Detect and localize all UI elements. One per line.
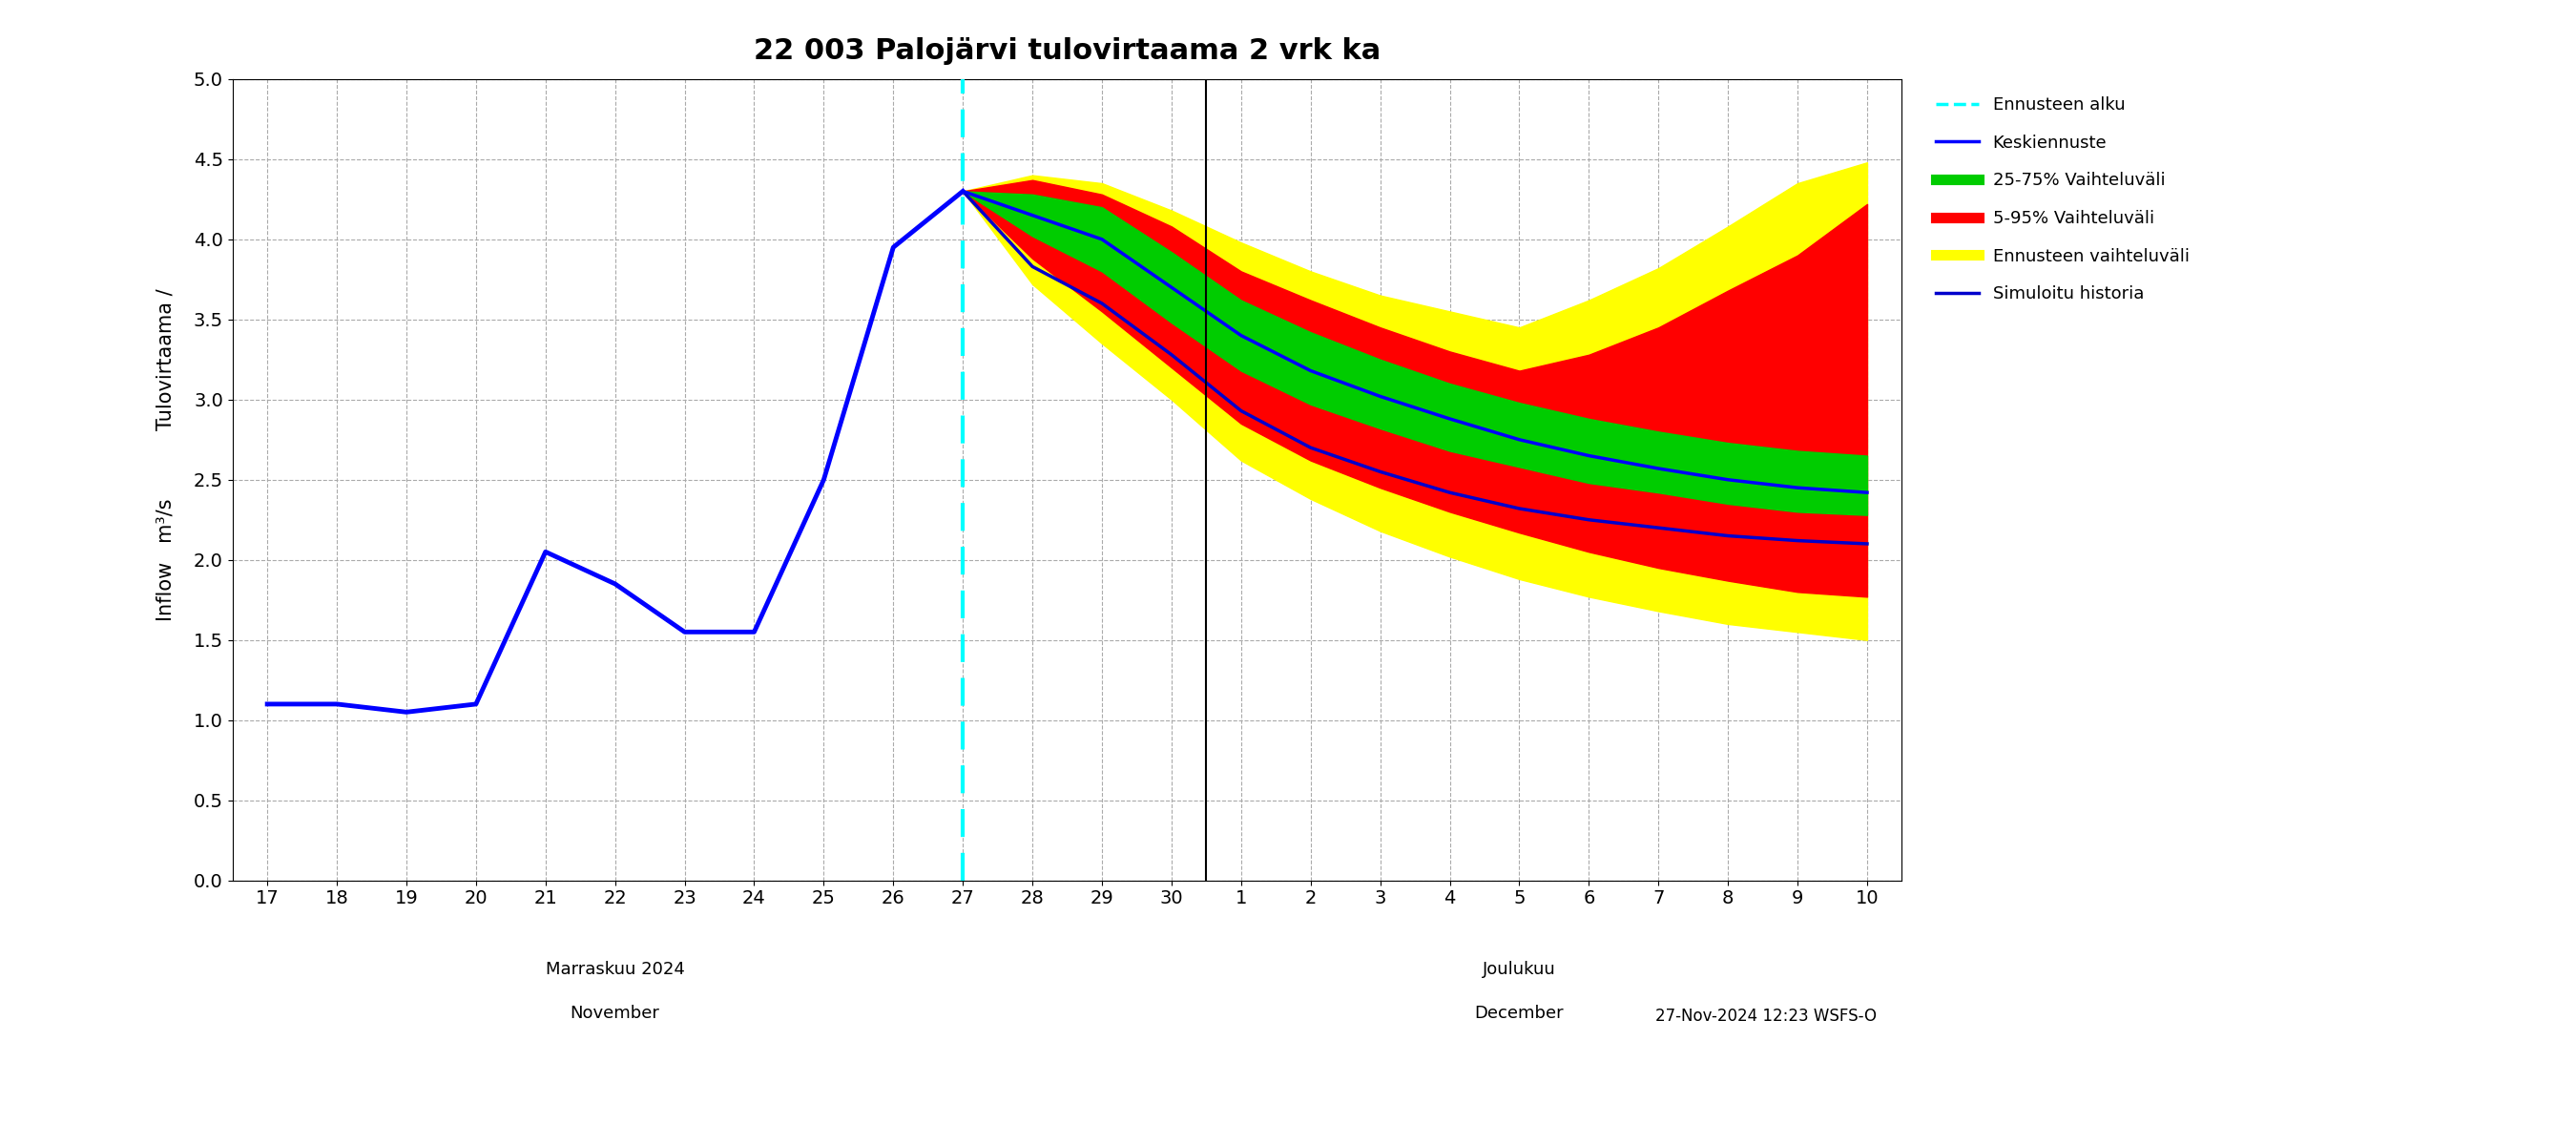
Text: November: November (569, 1004, 659, 1021)
Text: Marraskuu 2024: Marraskuu 2024 (546, 961, 685, 978)
Title: 22 003 Palojärvi tulovirtaama 2 vrk ka: 22 003 Palojärvi tulovirtaama 2 vrk ka (755, 37, 1381, 65)
Text: Joulukuu: Joulukuu (1484, 961, 1556, 978)
Text: 27-Nov-2024 12:23 WSFS-O: 27-Nov-2024 12:23 WSFS-O (1656, 1008, 1878, 1025)
Legend: Ennusteen alku, Keskiennuste, 25-75% Vaihteluväli, 5-95% Vaihteluväli, Ennusteen: Ennusteen alku, Keskiennuste, 25-75% Vai… (1927, 88, 2197, 311)
Text: December: December (1473, 1004, 1564, 1021)
Text: Tulovirtaama /: Tulovirtaama / (157, 289, 175, 431)
Text: Inflow   m³/s: Inflow m³/s (157, 498, 175, 621)
